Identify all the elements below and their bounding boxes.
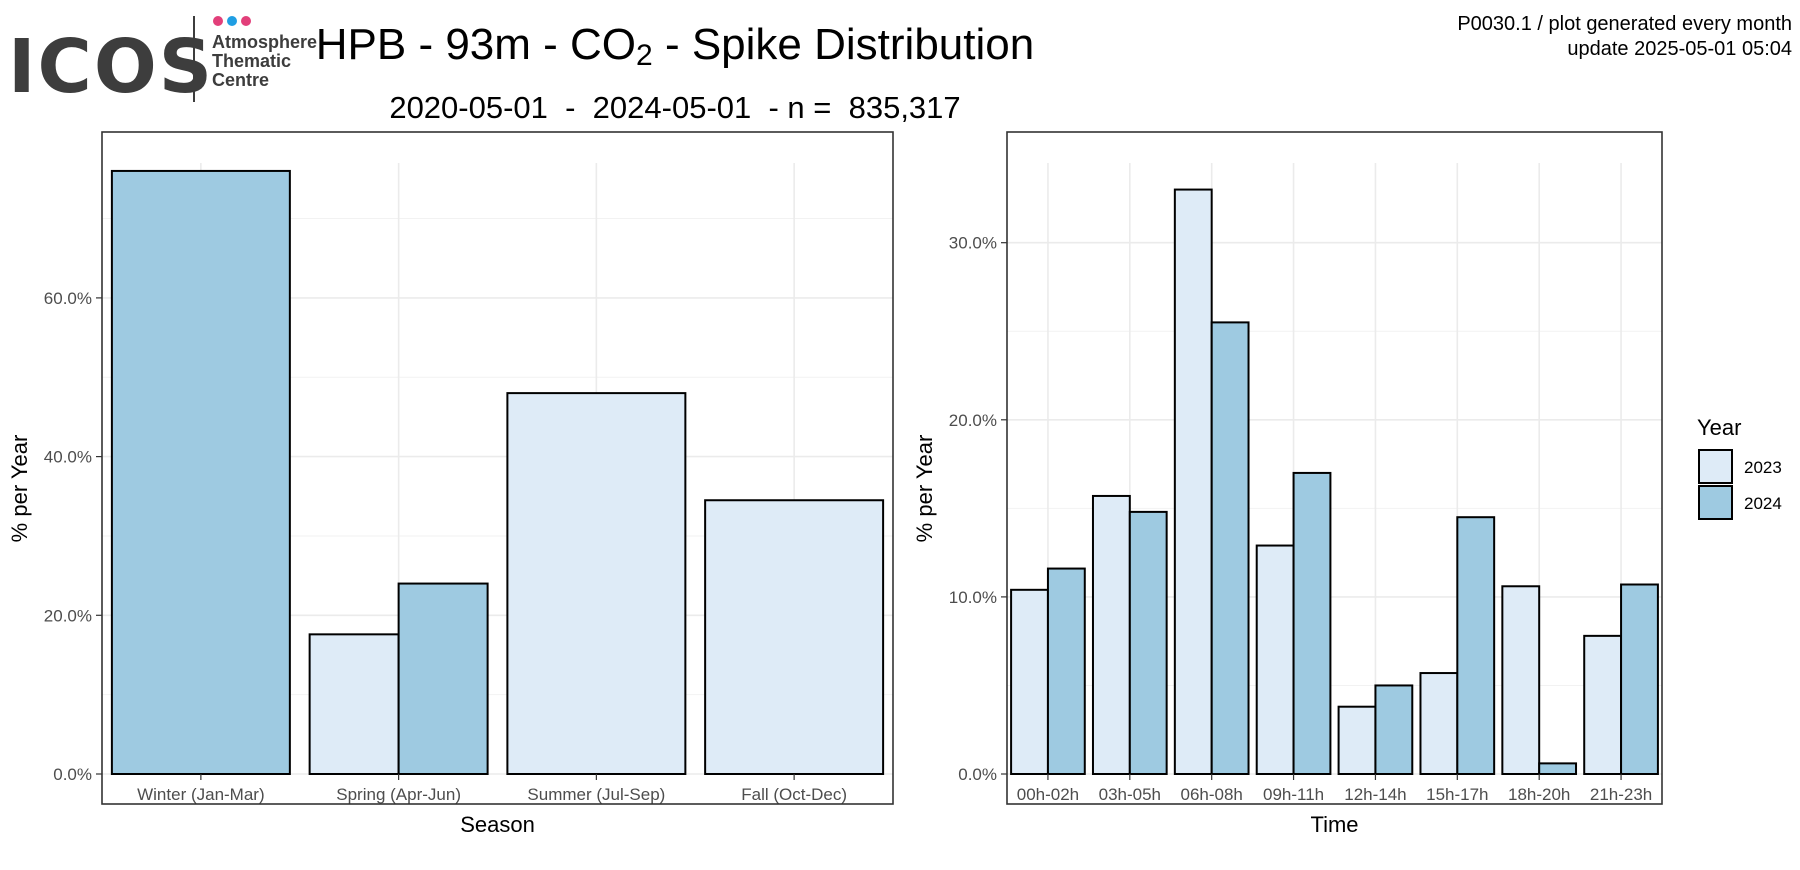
meta-line-2: update 2025-05-01 05:04 [1567, 38, 1792, 60]
logo-dot-3 [241, 16, 251, 26]
panel-border [1006, 131, 1663, 805]
title-suffix: - Spike Distribution [652, 20, 1035, 69]
y-tick-label: 60.0% [44, 289, 92, 308]
bar-2023-6 [1501, 585, 1541, 775]
y-tick-label: 30.0% [949, 234, 997, 253]
x-tick-label: 06h-08h [1180, 785, 1242, 804]
logo-wordmark: ICOS [8, 24, 214, 110]
meta-line-1: P0030.1 / plot generated every month [1457, 13, 1792, 35]
legend-title: Year [1697, 415, 1741, 440]
y-tick-label: 10.0% [949, 588, 997, 607]
bar-2024-1 [397, 582, 489, 776]
x-tick-label: Spring (Apr-Jun) [336, 785, 461, 804]
bar-2024-6 [1538, 762, 1578, 775]
bar-2024-0 [1046, 567, 1086, 775]
logo-line-1: Atmosphere [212, 32, 317, 52]
bar-2024-4 [1374, 684, 1414, 776]
x-tick-label: Summer (Jul-Sep) [527, 785, 665, 804]
title-prefix: HPB - 93m - CO [315, 20, 637, 69]
x-tick-label: 21h-23h [1590, 785, 1652, 804]
y-tick-label: 20.0% [44, 606, 92, 625]
logo-dot-2 [227, 16, 237, 26]
x-tick-label: 09h-11h [1263, 785, 1324, 804]
bar-2023-2 [1173, 188, 1213, 775]
y-tick-label: 20.0% [949, 411, 997, 430]
bar-2023-3 [1255, 544, 1295, 775]
x-axis-label: Season [460, 812, 535, 837]
bar-2023-2 [506, 392, 687, 775]
y-tick-label: 0.0% [53, 765, 92, 784]
logo-dot-1 [213, 16, 223, 26]
logo-line-3: Centre [212, 70, 269, 90]
x-tick-label: 18h-20h [1508, 785, 1570, 804]
title-subscript: 2 [636, 39, 653, 72]
x-tick-label: 15h-17h [1426, 785, 1488, 804]
bar-2024-3 [1292, 471, 1332, 775]
logo-line-2: Thematic [212, 51, 291, 71]
legend-label-2024: 2024 [1744, 494, 1782, 513]
bar-2024-1 [1128, 510, 1168, 775]
bar-2023-1 [308, 633, 400, 775]
bar-2024-5 [1456, 516, 1496, 775]
y-axis-label: % per Year [7, 435, 32, 543]
legend-swatch-2024 [1698, 485, 1733, 520]
bar-2023-4 [1337, 705, 1377, 776]
x-axis-label: Time [1310, 812, 1358, 837]
bar-2024-0 [110, 169, 291, 775]
bar-2023-5 [1419, 672, 1459, 776]
bar-2024-2 [1210, 321, 1250, 775]
legend-swatch-2023 [1698, 449, 1733, 484]
y-tick-label: 40.0% [44, 448, 92, 467]
y-tick-label: 0.0% [958, 765, 997, 784]
icos-logo: ICOS Atmosphere Thematic Centre [8, 16, 317, 110]
panel-border [101, 131, 894, 805]
bar-2023-3 [704, 499, 885, 775]
bar-2024-7 [1620, 583, 1659, 776]
x-tick-label: 00h-02h [1017, 785, 1079, 804]
legend-label-2023: 2023 [1744, 458, 1782, 477]
y-axis-label: % per Year [912, 435, 937, 543]
page-title: HPB - 93m - CO2 - Spike Distribution [0, 18, 1350, 83]
x-tick-label: 12h-14h [1344, 785, 1406, 804]
x-tick-label: 03h-05h [1099, 785, 1161, 804]
plot-meta: P0030.1 / plot generated every month upd… [1457, 12, 1792, 62]
x-tick-label: Fall (Oct-Dec) [741, 785, 847, 804]
page-subtitle: 2020-05-01 - 2024-05-01 - n = 835,317 [389, 90, 961, 125]
x-tick-label: Winter (Jan-Mar) [137, 785, 265, 804]
